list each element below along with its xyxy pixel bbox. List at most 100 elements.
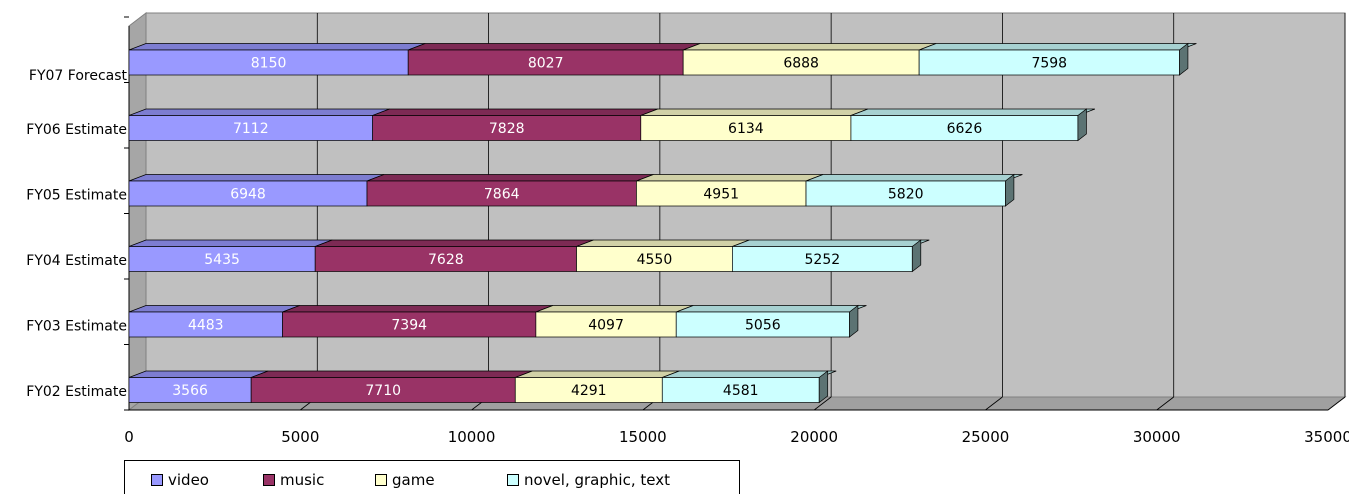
bar-top-fy05-estimate-novel-graphic-text bbox=[805, 174, 1023, 182]
legend-swatch-music bbox=[263, 474, 275, 486]
data-label-fy04-estimate-novel-graphic-text: 5252 bbox=[805, 252, 841, 268]
bar-end-fy04-estimate bbox=[911, 239, 922, 273]
bar-top-fy02-estimate-music bbox=[251, 370, 533, 378]
legend-item-novel-graphic-text: novel, graphic, text bbox=[507, 471, 670, 489]
bar-end-fy03-estimate bbox=[849, 304, 859, 338]
y-tick-label-fy03-estimate: FY03 Estimate bbox=[26, 319, 127, 335]
bar-fy02-estimate-game bbox=[514, 377, 663, 403]
legend-label-music: music bbox=[280, 471, 325, 489]
stacked-bar-chart: 8150 8027 6888 7598 7112 7828 6134 6626 6948 7864… bbox=[26, 11, 1349, 446]
data-label-fy03-estimate-novel-graphic-text: 5056 bbox=[745, 318, 781, 334]
floor-gridline bbox=[813, 396, 832, 411]
bar-fy03-estimate-game bbox=[535, 311, 677, 338]
x-tick-label-10000: 10000 bbox=[448, 428, 496, 446]
bar-end-fy07-forecast bbox=[1179, 42, 1189, 76]
data-label-fy07-forecast-game: 6888 bbox=[783, 56, 819, 72]
data-label-fy02-estimate-game: 4291 bbox=[571, 383, 607, 399]
bar-top-fy04-estimate-game bbox=[576, 239, 750, 247]
data-label-fy03-estimate-video: 4483 bbox=[188, 318, 224, 334]
bars: 8150 8027 6888 7598 7112 7828 6134 6626 6948 7864… bbox=[128, 42, 1197, 404]
legend: video music game novel, graphic, text bbox=[124, 460, 740, 494]
data-label-fy06-estimate-music: 7828 bbox=[489, 121, 525, 137]
bar-top-fy03-estimate-video bbox=[128, 305, 300, 313]
data-label-fy02-estimate-video: 3566 bbox=[172, 383, 208, 399]
bar-top-fy04-estimate-music bbox=[315, 239, 594, 247]
x-tick-label-30000: 30000 bbox=[1133, 428, 1181, 446]
floor-gridline bbox=[1327, 396, 1346, 411]
bar-fy05-estimate-music bbox=[366, 180, 637, 207]
bar-top-fy03-estimate-music bbox=[282, 305, 553, 313]
bar-top-fy06-estimate-game bbox=[640, 108, 869, 116]
bar-top-fy07-forecast-novel-graphic-text bbox=[919, 43, 1197, 51]
bar-top-fy04-estimate-video bbox=[128, 239, 333, 247]
x-tick-label-5000: 5000 bbox=[281, 428, 319, 446]
bar-fy04-estimate-video bbox=[128, 246, 316, 272]
legend-label-game: game bbox=[392, 471, 435, 489]
y-tick-label-fy04-estimate: FY04 Estimate bbox=[26, 253, 127, 269]
data-label-fy04-estimate-game: 4550 bbox=[637, 252, 673, 268]
bar-top-fy06-estimate-novel-graphic-text bbox=[850, 108, 1096, 116]
bar-fy02-estimate-video bbox=[128, 377, 252, 403]
data-label-fy03-estimate-game: 4097 bbox=[588, 318, 624, 334]
x-tick-label-35000: 35000 bbox=[1304, 428, 1349, 446]
data-label-fy06-estimate-video: 7112 bbox=[233, 121, 269, 137]
data-label-fy02-estimate-novel-graphic-text: 4581 bbox=[723, 383, 759, 399]
floor-gridline bbox=[985, 396, 1003, 411]
bar-top-fy06-estimate-music bbox=[372, 108, 658, 116]
x-tick-label-25000: 25000 bbox=[962, 428, 1010, 446]
data-label-fy07-forecast-video: 8150 bbox=[251, 56, 287, 72]
legend-item-game: game bbox=[375, 471, 435, 489]
bar-top-fy03-estimate-game bbox=[535, 305, 694, 313]
bar-top-fy06-estimate-video bbox=[128, 108, 390, 116]
data-label-fy04-estimate-music: 7628 bbox=[428, 252, 464, 268]
legend-label-video: video bbox=[168, 471, 209, 489]
legend-swatch-video bbox=[151, 474, 163, 486]
bar-top-fy07-forecast-game bbox=[683, 43, 937, 51]
data-label-fy07-forecast-novel-graphic-text: 7598 bbox=[1031, 56, 1067, 72]
bar-fy07-forecast-novel-graphic-text bbox=[918, 49, 1180, 76]
y-tick-label-fy06-estimate: FY06 Estimate bbox=[26, 122, 127, 138]
floor-gridline bbox=[1156, 396, 1174, 411]
data-label-fy07-forecast-music: 8027 bbox=[528, 56, 564, 72]
bar-top-fy07-forecast-music bbox=[408, 43, 701, 51]
legend-item-video: video bbox=[151, 471, 209, 489]
y-tick-label-fy02-estimate: FY02 Estimate bbox=[26, 384, 127, 400]
data-label-fy05-estimate-video: 6948 bbox=[230, 187, 266, 203]
bar-top-fy05-estimate-music bbox=[366, 174, 654, 182]
y-tick-label-fy07-forecast: FY07 Forecast bbox=[29, 68, 128, 84]
bar-end-fy06-estimate bbox=[1077, 108, 1087, 142]
bar-end-fy02-estimate bbox=[818, 370, 829, 404]
x-tick-label-0: 0 bbox=[124, 428, 134, 446]
bar-fy04-estimate-novel-graphic-text bbox=[732, 246, 913, 272]
bar-top-fy02-estimate-novel-graphic-text bbox=[662, 370, 837, 378]
data-label-fy04-estimate-video: 5435 bbox=[204, 252, 240, 268]
bar-fy06-estimate-music bbox=[372, 115, 642, 141]
legend-swatch-game bbox=[375, 474, 387, 486]
bar-top-fy02-estimate-video bbox=[128, 370, 269, 378]
bar-fy04-estimate-music bbox=[314, 246, 577, 272]
x-tick-label-15000: 15000 bbox=[619, 428, 667, 446]
data-label-fy05-estimate-music: 7864 bbox=[484, 187, 520, 203]
data-label-fy02-estimate-music: 7710 bbox=[365, 383, 401, 399]
bar-end-fy05-estimate bbox=[1005, 173, 1015, 207]
bar-top-fy05-estimate-video bbox=[128, 174, 385, 182]
data-label-fy06-estimate-novel-graphic-text: 6626 bbox=[947, 121, 983, 137]
y-tick-labels: FY02 Estimate FY03 Estimate FY04 Estimate F… bbox=[26, 68, 127, 400]
data-label-fy05-estimate-novel-graphic-text: 5820 bbox=[888, 187, 924, 203]
bar-top-fy07-forecast-video bbox=[128, 43, 426, 51]
legend-label-novel-graphic-text: novel, graphic, text bbox=[524, 471, 670, 489]
bar-top-fy03-estimate-novel-graphic-text bbox=[676, 305, 867, 313]
bar-top-fy05-estimate-game bbox=[636, 174, 824, 182]
x-tick-labels: 0 5000 10000 15000 20000 25000 30000 35000 bbox=[124, 428, 1349, 446]
data-label-fy03-estimate-music: 7394 bbox=[391, 318, 427, 334]
y-tick-label-fy05-estimate: FY05 Estimate bbox=[26, 188, 127, 204]
x-tick-label-20000: 20000 bbox=[790, 428, 838, 446]
bar-top-fy04-estimate-novel-graphic-text bbox=[732, 239, 930, 247]
legend-item-music: music bbox=[263, 471, 324, 489]
bar-fy07-forecast-game bbox=[682, 49, 920, 76]
legend-swatch-novel-graphic-text bbox=[507, 474, 519, 486]
bar-top-fy02-estimate-game bbox=[515, 370, 680, 378]
bar-fy07-forecast-video bbox=[128, 49, 409, 76]
data-label-fy05-estimate-game: 4951 bbox=[703, 187, 739, 203]
bar-fy04-estimate-game bbox=[576, 246, 733, 272]
